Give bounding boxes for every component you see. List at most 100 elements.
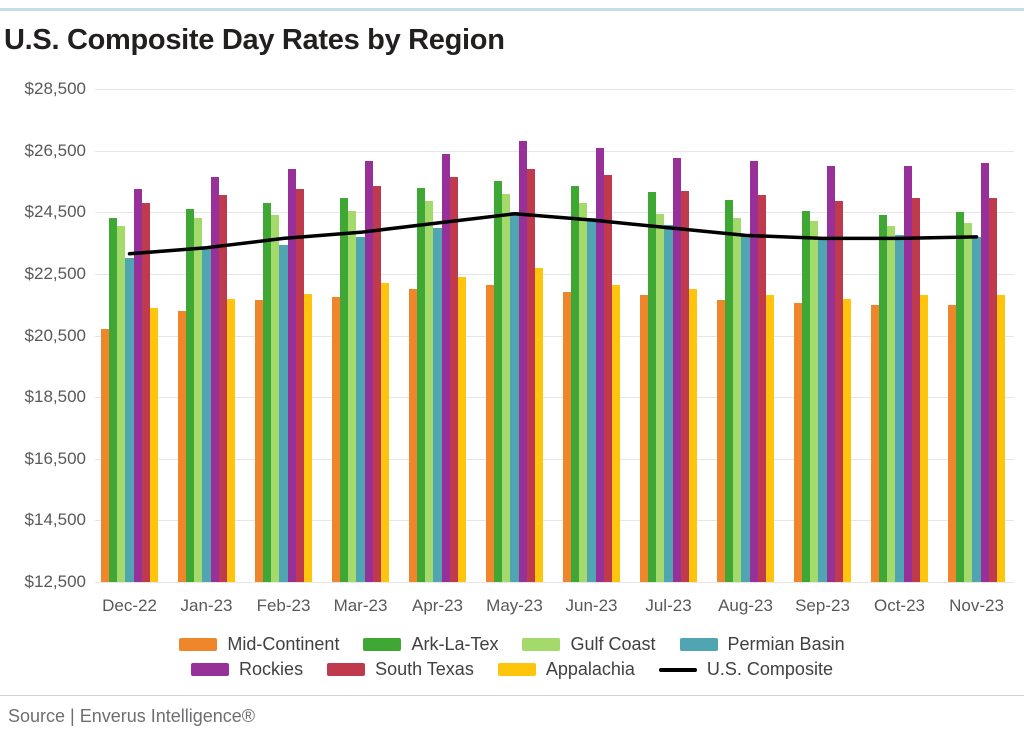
legend-label: Gulf Coast — [570, 634, 656, 654]
bar-permian-basin-feb-23 — [279, 244, 288, 582]
legend-item-gulf-coast: Gulf Coast — [522, 634, 656, 655]
bar-rockies-mar-23 — [364, 161, 373, 582]
bar-gulf-coast-jul-23 — [656, 213, 665, 582]
legend-swatch-rockies — [191, 663, 230, 676]
bar-mid-continent-oct-23 — [870, 304, 879, 582]
bar-gulf-coast-feb-23 — [271, 215, 280, 582]
y-axis-label: $16,500 — [24, 448, 86, 468]
bar-gulf-coast-aug-23 — [733, 218, 742, 582]
bar-south-texas-aug-23 — [757, 195, 767, 582]
x-axis-label-jan-23: Jan-23 — [180, 596, 233, 615]
bar-appalachia-oct-23 — [920, 295, 929, 582]
legend-swatch-appalachia — [497, 663, 536, 676]
bar-appalachia-sep-23 — [843, 298, 852, 582]
legend-swatch-mid-continent — [179, 638, 218, 651]
bar-ark-la-tex-jun-23 — [570, 186, 580, 582]
legend-label: Ark-La-Tex — [411, 634, 499, 654]
y-axis-label: $12,500 — [24, 572, 86, 591]
bar-ark-la-tex-apr-23 — [416, 187, 426, 582]
bar-permian-basin-apr-23 — [433, 227, 442, 582]
bar-rockies-jun-23 — [595, 147, 604, 582]
bar-rockies-may-23 — [518, 141, 527, 582]
bar-gulf-coast-jun-23 — [579, 203, 588, 582]
bar-rockies-oct-23 — [903, 166, 912, 582]
x-axis-label-jun-23: Jun-23 — [565, 596, 618, 615]
chart-title: U.S. Composite Day Rates by Region — [4, 24, 505, 56]
bar-appalachia-jan-23 — [227, 298, 236, 582]
bar-appalachia-aug-23 — [766, 295, 775, 582]
bar-permian-basin-oct-23 — [895, 235, 904, 582]
bar-ark-la-tex-dec-22 — [108, 218, 118, 582]
x-axis-label-feb-23: Feb-23 — [256, 596, 311, 615]
bar-appalachia-may-23 — [535, 267, 544, 582]
bar-gulf-coast-oct-23 — [887, 226, 896, 582]
x-axis-label-aug-23: Aug-23 — [718, 596, 773, 615]
legend-item-u-s-composite: U.S. Composite — [658, 659, 833, 680]
bar-gulf-coast-apr-23 — [425, 201, 434, 582]
bar-appalachia-dec-22 — [150, 307, 159, 582]
chart-legend: Mid-Continent Ark-La-Tex Gulf Coast Permian… — [0, 634, 1024, 680]
bar-south-texas-apr-23 — [449, 176, 459, 582]
y-axis-label: $14,500 — [24, 510, 86, 530]
y-axis-label: $24,500 — [24, 202, 86, 222]
bar-gulf-coast-sep-23 — [810, 221, 819, 582]
gridline-16500 — [95, 458, 1014, 460]
bar-rockies-feb-23 — [287, 169, 296, 582]
legend-item-mid-continent: Mid-Continent — [179, 634, 339, 655]
bar-rockies-aug-23 — [749, 161, 758, 582]
top-accent-line — [0, 8, 1024, 11]
bar-appalachia-jul-23 — [689, 289, 698, 582]
legend-label: U.S. Composite — [706, 659, 833, 679]
bar-mid-continent-feb-23 — [254, 300, 263, 582]
bar-ark-la-tex-feb-23 — [262, 203, 272, 582]
y-axis-label: $22,500 — [24, 263, 86, 283]
bar-south-texas-dec-22 — [141, 203, 151, 582]
legend-row: Mid-Continent Ark-La-Tex Gulf Coast Permian… — [179, 634, 845, 655]
bar-permian-basin-dec-22 — [125, 258, 134, 582]
legend-swatch-gulf-coast — [522, 638, 561, 651]
legend-item-ark-la-tex: Ark-La-Tex — [363, 634, 498, 655]
gridline-12500 — [95, 582, 1014, 583]
legend-item-south-texas: South Texas — [327, 659, 474, 680]
bar-rockies-apr-23 — [441, 153, 450, 582]
x-axis-label-dec-22: Dec-22 — [102, 596, 157, 615]
legend-label: Rockies — [239, 659, 304, 679]
bar-rockies-dec-22 — [133, 189, 142, 582]
gridline-28500 — [95, 89, 1014, 90]
bar-mid-continent-jan-23 — [177, 310, 186, 582]
legend-swatch-u-s-composite — [658, 667, 697, 672]
bar-gulf-coast-mar-23 — [348, 210, 357, 582]
legend-swatch-ark-la-tex — [363, 638, 402, 651]
bar-gulf-coast-dec-22 — [117, 226, 126, 582]
gridline-20500 — [95, 335, 1014, 337]
bar-south-texas-jul-23 — [680, 190, 690, 582]
bar-ark-la-tex-mar-23 — [339, 198, 349, 582]
y-axis-label: $26,500 — [24, 140, 86, 160]
bar-permian-basin-jun-23 — [587, 218, 596, 582]
bar-mid-continent-apr-23 — [408, 289, 417, 582]
bar-south-texas-jan-23 — [218, 195, 228, 582]
y-axis-label: $28,500 — [24, 79, 86, 98]
bar-mid-continent-nov-23 — [947, 304, 956, 582]
bar-rockies-jul-23 — [672, 158, 681, 582]
bar-rockies-nov-23 — [980, 162, 989, 582]
legend-item-permian-basin: Permian Basin — [679, 634, 845, 655]
bar-appalachia-jun-23 — [612, 284, 621, 582]
bar-ark-la-tex-oct-23 — [878, 215, 888, 582]
legend-label: Permian Basin — [727, 634, 845, 654]
bar-ark-la-tex-jan-23 — [185, 209, 195, 582]
source-attribution: Source | Enverus Intelligence® — [8, 706, 256, 726]
gridline-22500 — [95, 273, 1014, 275]
bar-permian-basin-jan-23 — [202, 247, 211, 582]
x-axis-label-oct-23: Oct-23 — [873, 596, 926, 615]
x-axis-label-jul-23: Jul-23 — [645, 596, 692, 615]
bar-gulf-coast-may-23 — [502, 193, 511, 582]
gridline-26500 — [95, 150, 1014, 152]
bar-south-texas-feb-23 — [295, 189, 305, 582]
bar-permian-basin-nov-23 — [972, 236, 981, 582]
bar-rockies-jan-23 — [210, 176, 219, 582]
y-axis-label: $18,500 — [24, 387, 86, 407]
bar-ark-la-tex-may-23 — [493, 181, 503, 582]
